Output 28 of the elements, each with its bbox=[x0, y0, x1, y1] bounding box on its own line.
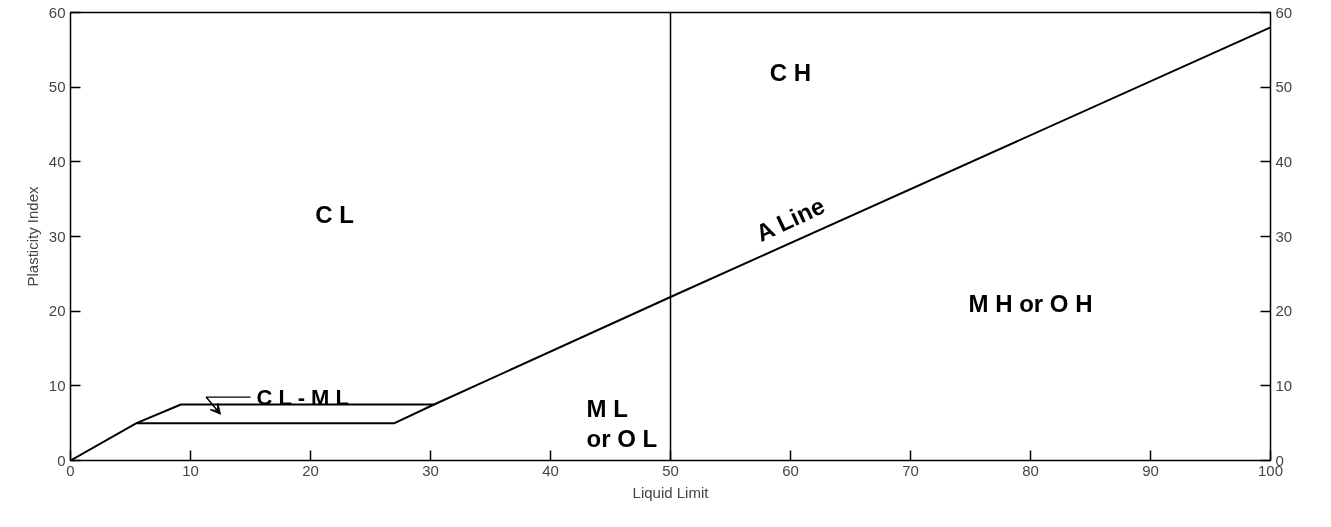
x-tick-label: 30 bbox=[422, 461, 439, 479]
x-tick-label: 90 bbox=[1142, 461, 1159, 479]
x-tick-label: 80 bbox=[1022, 461, 1039, 479]
y2-tick-label: 20 bbox=[1275, 302, 1293, 320]
y2-tick-label: 30 bbox=[1275, 227, 1293, 245]
y2-tick-label: 10 bbox=[1275, 376, 1293, 394]
y-tick-label: 60 bbox=[48, 3, 66, 21]
y-tick-label: 10 bbox=[48, 376, 66, 394]
annotation: M L or O L bbox=[586, 394, 658, 452]
y2-tick-label: 50 bbox=[1275, 78, 1293, 96]
x-tick-label: 40 bbox=[542, 461, 559, 479]
y-tick-label: 30 bbox=[48, 227, 66, 245]
annotation: M H or O H bbox=[968, 290, 1093, 318]
annotation: C L bbox=[315, 200, 354, 228]
y-axis-title: Plasticity Index bbox=[23, 185, 41, 287]
y-tick-label: 40 bbox=[48, 152, 66, 170]
x-tick-label: 70 bbox=[902, 461, 919, 479]
x-tick-label: 20 bbox=[302, 461, 319, 479]
x-tick-label: 50 bbox=[662, 461, 679, 479]
annotation: A Line bbox=[751, 191, 829, 247]
y2-tick-label: 40 bbox=[1275, 152, 1293, 170]
y2-tick-label: 60 bbox=[1275, 3, 1293, 21]
x-axis-title: Liquid Limit bbox=[632, 483, 710, 501]
annotation: C H bbox=[769, 58, 812, 86]
x-tick-label: 10 bbox=[182, 461, 199, 479]
y-tick-label: 20 bbox=[48, 302, 66, 320]
x-tick-label: 60 bbox=[782, 461, 799, 479]
y-tick-label: 50 bbox=[48, 78, 66, 96]
